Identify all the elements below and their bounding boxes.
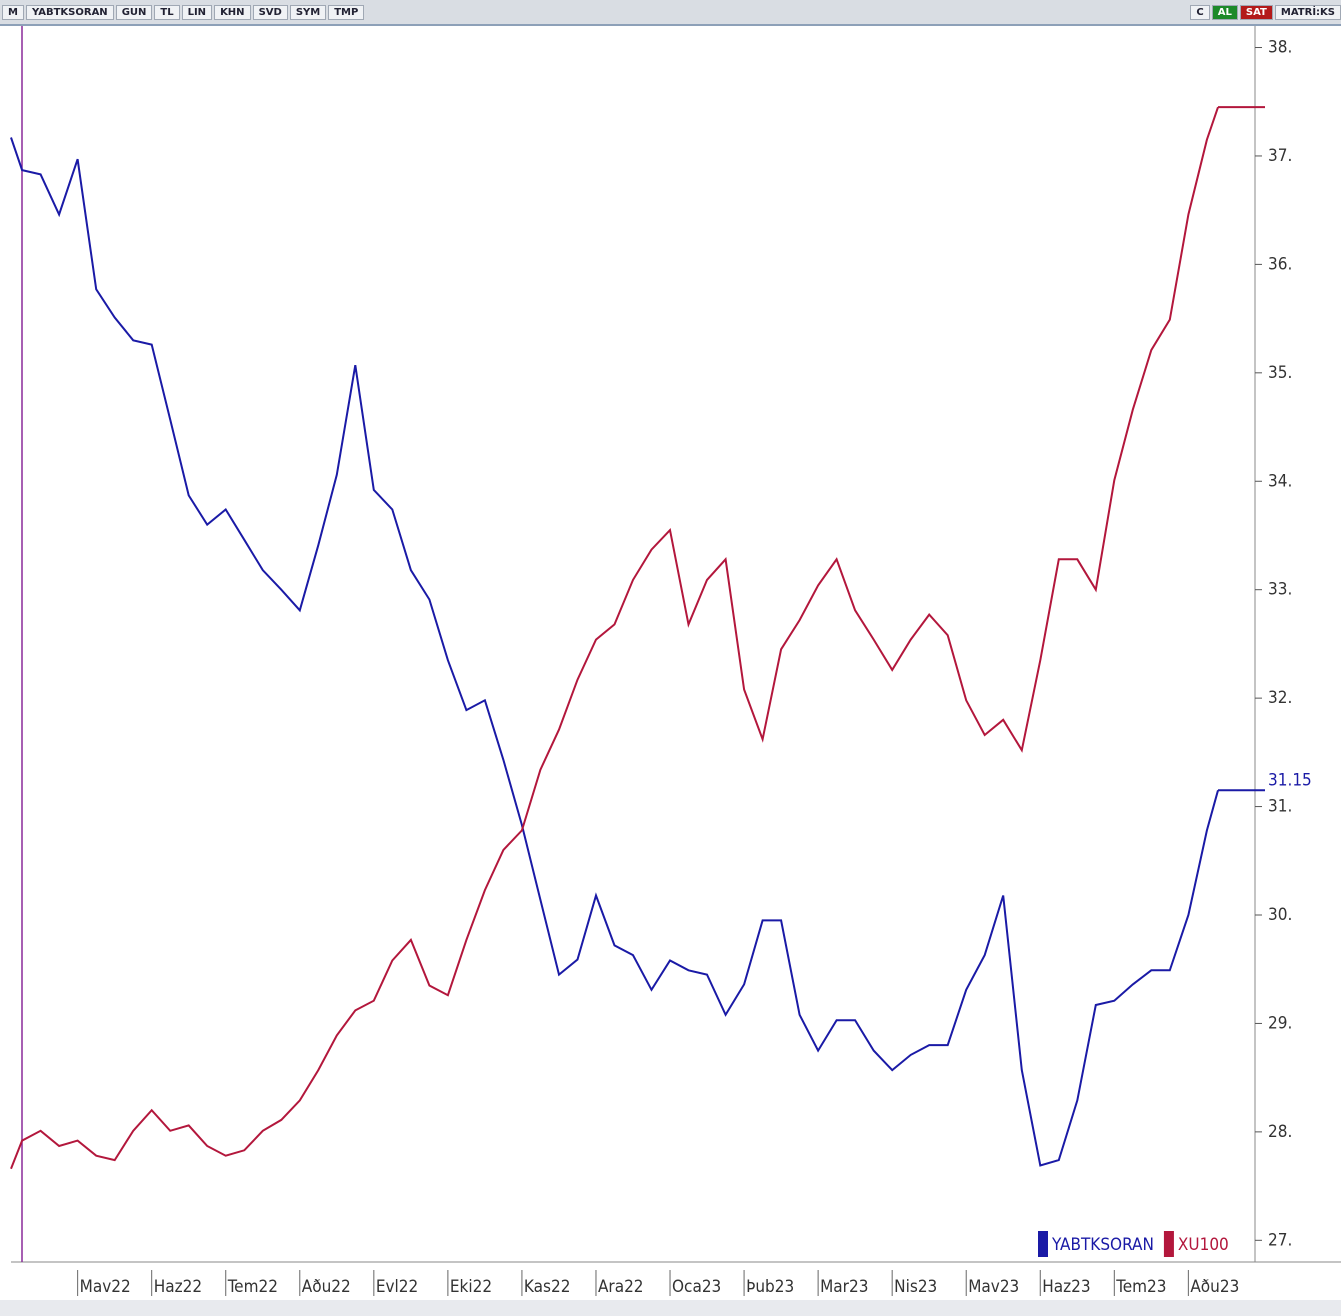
legend-label: XU100 xyxy=(1178,1235,1229,1255)
x-tick-label: Nis23 xyxy=(894,1277,937,1297)
toolbar-button[interactable]: GUN xyxy=(115,4,153,20)
toolbar-button[interactable]: C xyxy=(1190,4,1210,20)
legend-swatch xyxy=(1163,1231,1174,1257)
y-tick-label: 32. xyxy=(1268,688,1292,708)
toolbar-button[interactable]: M xyxy=(2,4,24,20)
scrollbar[interactable] xyxy=(0,1300,1341,1316)
toolbar-button[interactable]: SAT xyxy=(1239,4,1273,20)
toolbar-button[interactable]: TMP xyxy=(328,4,365,20)
toolbar-button[interactable]: LIN xyxy=(181,4,213,20)
toolbar-button[interactable]: KHN xyxy=(214,4,251,20)
y-tick-label: 30. xyxy=(1268,905,1292,925)
y-tick-label: 38. xyxy=(1268,38,1292,58)
toolbar-button[interactable]: SYM xyxy=(289,4,327,20)
x-tick-label: Kas22 xyxy=(524,1277,571,1297)
x-tick-label: Evl22 xyxy=(376,1277,418,1297)
x-tick-label: Aðu23 xyxy=(1190,1277,1239,1297)
y-tick-label: 35. xyxy=(1268,363,1292,383)
legend-label: YABTKSORAN xyxy=(1051,1235,1154,1255)
spacer xyxy=(366,11,1188,13)
series-line xyxy=(10,106,1219,1170)
x-tick-label: Eki22 xyxy=(450,1277,492,1297)
toolbar-button[interactable]: TL xyxy=(154,4,180,20)
toolbar-button[interactable]: SVD xyxy=(252,4,288,20)
series-line xyxy=(10,137,1219,1167)
x-tick-label: Haz22 xyxy=(154,1277,202,1297)
y-tick-label: 27. xyxy=(1268,1230,1292,1250)
x-tick-label: Mar23 xyxy=(820,1277,868,1297)
x-tick-label: Oca23 xyxy=(672,1277,721,1297)
x-tick-label: Tem23 xyxy=(1115,1277,1166,1297)
y-tick-label: 37. xyxy=(1268,146,1292,166)
x-tick-label: Mav23 xyxy=(968,1277,1019,1297)
y-tick-label: 34. xyxy=(1268,471,1292,491)
y-tick-label: 28. xyxy=(1268,1122,1292,1142)
y-tick-label: 33. xyxy=(1268,580,1292,600)
x-tick-label: Ara22 xyxy=(598,1277,644,1297)
last-value-label: 31.15 xyxy=(1268,770,1312,790)
x-tick-label: Haz23 xyxy=(1042,1277,1090,1297)
y-tick-label: 36. xyxy=(1268,254,1292,274)
axis-panel xyxy=(1255,26,1341,1266)
x-tick-label: Aðu22 xyxy=(302,1277,351,1297)
y-tick-label: 29. xyxy=(1268,1013,1292,1033)
x-tick-label: Mav22 xyxy=(80,1277,131,1297)
toolbar-button[interactable]: AL xyxy=(1211,4,1238,20)
x-tick-label: Þub23 xyxy=(746,1277,794,1297)
toolbar-button[interactable]: MATRİ:KS xyxy=(1274,4,1341,20)
y-tick-label: 31. xyxy=(1268,797,1292,817)
x-tick-label: Tem22 xyxy=(227,1277,278,1297)
legend-swatch xyxy=(1038,1231,1048,1257)
toolbar: M YABTKSORAN GUN TL LIN KHN SVD SYM TMP C AL SAT MAT… xyxy=(0,0,1341,26)
toolbar-button[interactable]: YABTKSORAN xyxy=(25,4,114,20)
